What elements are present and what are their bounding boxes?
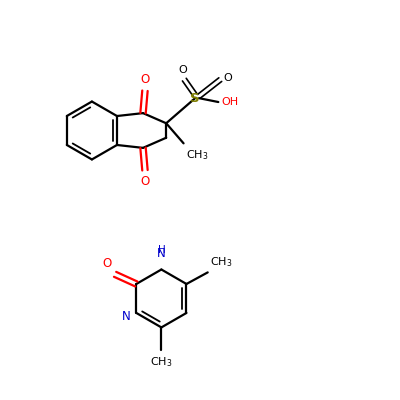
Text: CH$_3$: CH$_3$ xyxy=(150,355,173,369)
Text: S: S xyxy=(190,92,200,105)
Text: N: N xyxy=(157,247,166,260)
Text: N: N xyxy=(122,310,130,322)
Text: O: O xyxy=(102,257,111,270)
Text: CH$_3$: CH$_3$ xyxy=(186,148,208,162)
Text: O: O xyxy=(223,73,232,83)
Text: O: O xyxy=(140,175,150,188)
Text: H: H xyxy=(158,245,165,255)
Text: CH$_3$: CH$_3$ xyxy=(210,256,232,269)
Text: O: O xyxy=(178,65,187,75)
Text: OH: OH xyxy=(222,97,238,107)
Text: O: O xyxy=(140,73,150,86)
